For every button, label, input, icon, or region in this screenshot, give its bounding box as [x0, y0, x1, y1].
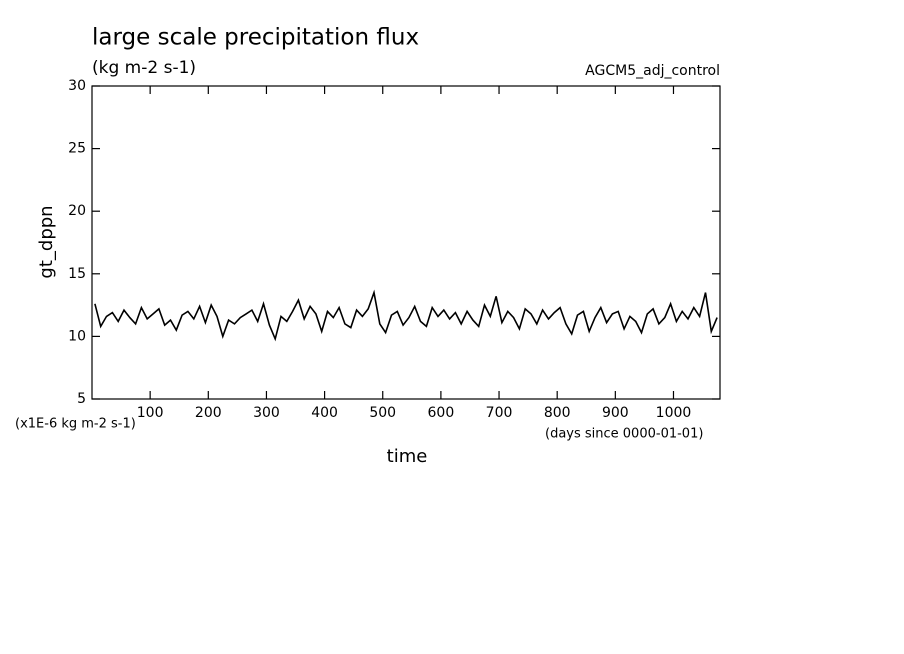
y-axis-label: gt_dppn	[36, 205, 57, 278]
y-tick-label: 30	[68, 78, 86, 94]
x-tick-label: 300	[253, 405, 280, 421]
y-units: (x1E-6 kg m-2 s-1)	[15, 417, 136, 432]
x-axis-label: time	[387, 446, 428, 467]
x-tick-label: 500	[369, 405, 396, 421]
data-line	[94, 289, 718, 342]
x-tick-label: 400	[311, 405, 338, 421]
y-tick-label: 20	[68, 203, 86, 219]
x-tick-label: 200	[195, 405, 222, 421]
chart-subtitle: (kg m-2 s-1)	[92, 58, 196, 78]
x-tick-label: 900	[602, 405, 629, 421]
plot-frame	[91, 85, 721, 400]
x-tick-label: 100	[137, 405, 164, 421]
x-tick-label: 700	[486, 405, 513, 421]
chart-title: large scale precipitation flux	[92, 25, 419, 51]
y-tick-label: 10	[68, 328, 86, 344]
x-units: (days since 0000-01-01)	[545, 427, 703, 442]
x-tick-label: 1000	[656, 405, 692, 421]
x-tick-label: 800	[544, 405, 571, 421]
y-tick-label: 15	[68, 266, 86, 282]
y-tick-label: 25	[68, 141, 86, 157]
annotation: AGCM5_adj_control	[585, 63, 720, 79]
y-tick-label: 5	[77, 391, 86, 407]
x-tick-label: 600	[428, 405, 455, 421]
